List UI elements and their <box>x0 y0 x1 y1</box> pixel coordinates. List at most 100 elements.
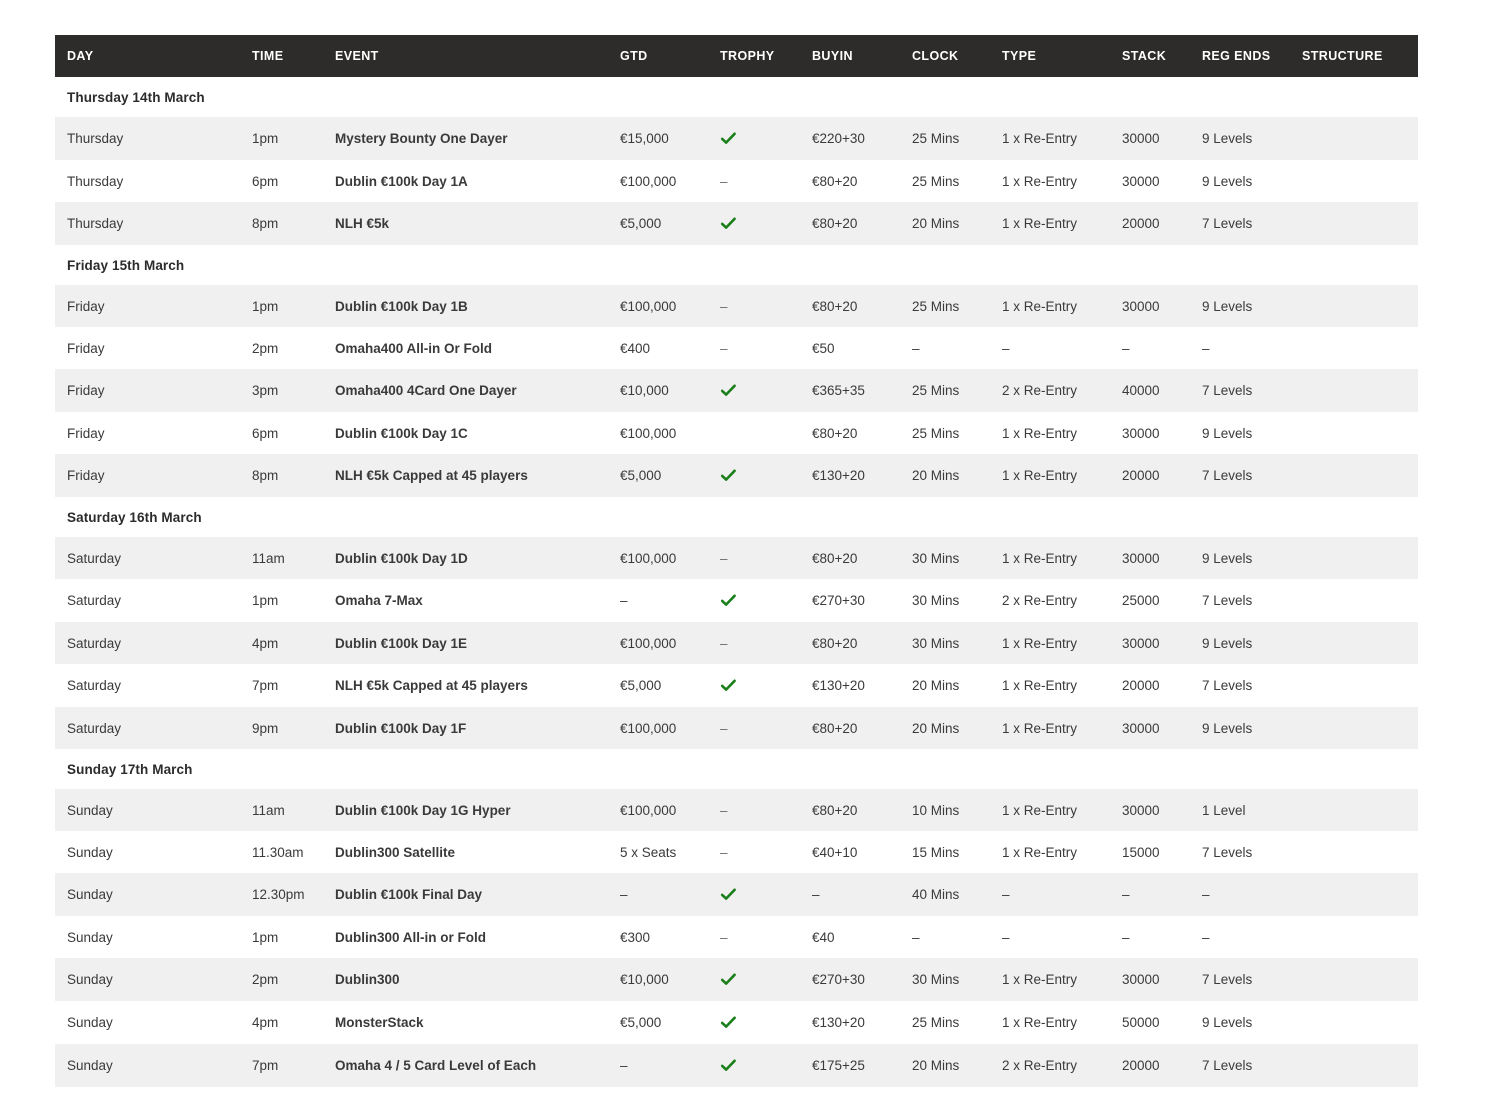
cell-time: 11.30am <box>240 831 323 873</box>
cell-time: 1pm <box>240 916 323 958</box>
cell-gtd: €100,000 <box>608 285 708 327</box>
column-header-type[interactable]: TYPE <box>990 35 1110 77</box>
cell-type: 1 x Re-Entry <box>990 958 1110 1001</box>
cell-type: 1 x Re-Entry <box>990 789 1110 831</box>
table-row[interactable]: Friday 3pm Omaha400 4Card One Dayer €10,000… <box>55 369 1418 412</box>
cell-stack: 30000 <box>1110 285 1190 327</box>
table-row[interactable]: Saturday 9pm Dublin €100k Day 1F €100,000– €… <box>55 707 1418 749</box>
cell-buyin: €80+20 <box>800 160 900 202</box>
cell-trophy <box>708 664 800 707</box>
cell-day: Thursday <box>55 160 240 202</box>
table-row[interactable]: Saturday 7pm NLH €5k Capped at 45 players €… <box>55 664 1418 707</box>
cell-gtd: €5,000 <box>608 454 708 497</box>
table-row[interactable]: Thursday 8pm NLH €5k €5,000 €80+20 20 Mins 1 x… <box>55 202 1418 245</box>
table-row[interactable]: Sunday 1pm Dublin300 All-in or Fold €300– €4… <box>55 916 1418 958</box>
cell-event: Dublin €100k Final Day <box>323 873 608 916</box>
trophy-none-dash: – <box>720 298 728 314</box>
cell-gtd: €300 <box>608 916 708 958</box>
table-header: DAY TIME EVENT GTD TROPHY BUYIN CLOCK TYPE STACK… <box>55 35 1418 77</box>
cell-stack: – <box>1110 873 1190 916</box>
table-row[interactable]: Sunday 4pm MonsterStack €5,000 €130+20 25 Min… <box>55 1001 1418 1044</box>
column-header-event[interactable]: EVENT <box>323 35 608 77</box>
cell-buyin: €220+30 <box>800 117 900 160</box>
column-header-reg_ends[interactable]: REG ENDS <box>1190 35 1290 77</box>
column-header-day[interactable]: DAY <box>55 35 240 77</box>
table-row[interactable]: Sunday 11.30am Dublin300 Satellite 5 x Seat… <box>55 831 1418 873</box>
cell-structure <box>1290 160 1418 202</box>
trophy-check-icon <box>720 467 737 484</box>
cell-event: Omaha 7-Max <box>323 579 608 622</box>
column-header-clock[interactable]: CLOCK <box>900 35 990 77</box>
cell-time: 1pm <box>240 579 323 622</box>
cell-time: 1pm <box>240 285 323 327</box>
cell-clock: 30 Mins <box>900 579 990 622</box>
table-row[interactable]: Thursday 6pm Dublin €100k Day 1A €100,000– €… <box>55 160 1418 202</box>
table-row[interactable]: Saturday 1pm Omaha 7-Max – €270+30 30 Mins 2 x… <box>55 579 1418 622</box>
table-row[interactable]: Sunday 7pm Omaha 4 / 5 Card Level of Each –… <box>55 1044 1418 1087</box>
trophy-none-dash: – <box>720 844 728 860</box>
cell-type: – <box>990 916 1110 958</box>
table-row[interactable]: Sunday 12.30pm Dublin €100k Final Day – –40 … <box>55 873 1418 916</box>
trophy-none-dash: – <box>720 635 728 651</box>
cell-clock: – <box>900 327 990 369</box>
cell-reg_ends: 9 Levels <box>1190 537 1290 579</box>
column-header-time[interactable]: TIME <box>240 35 323 77</box>
table-row[interactable]: Sunday 11am Dublin €100k Day 1G Hyper €100,… <box>55 789 1418 831</box>
cell-buyin: €80+20 <box>800 202 900 245</box>
column-header-stack[interactable]: STACK <box>1110 35 1190 77</box>
date-group-label: Saturday 16th March <box>55 497 1418 537</box>
cell-time: 4pm <box>240 622 323 664</box>
cell-day: Friday <box>55 412 240 454</box>
column-header-structure[interactable]: STRUCTURE <box>1290 35 1418 77</box>
cell-day: Friday <box>55 327 240 369</box>
cell-stack: 50000 <box>1110 1001 1190 1044</box>
column-header-gtd[interactable]: GTD <box>608 35 708 77</box>
trophy-none-dash: – <box>720 340 728 356</box>
cell-reg_ends: 9 Levels <box>1190 1001 1290 1044</box>
cell-time: 11am <box>240 789 323 831</box>
table-row[interactable]: Friday 8pm NLH €5k Capped at 45 players €5,… <box>55 454 1418 497</box>
cell-stack: 30000 <box>1110 707 1190 749</box>
cell-day: Sunday <box>55 873 240 916</box>
cell-gtd: – <box>608 873 708 916</box>
cell-gtd: €5,000 <box>608 202 708 245</box>
table-row[interactable]: Saturday 4pm Dublin €100k Day 1E €100,000– €… <box>55 622 1418 664</box>
table-row[interactable]: Sunday 2pm Dublin300 €10,000 €270+30 30 Mins 1… <box>55 958 1418 1001</box>
cell-type: 1 x Re-Entry <box>990 537 1110 579</box>
cell-type: 1 x Re-Entry <box>990 1001 1110 1044</box>
trophy-check-icon <box>720 677 737 694</box>
trophy-none-dash: – <box>720 550 728 566</box>
column-header-buyin[interactable]: BUYIN <box>800 35 900 77</box>
cell-time: 2pm <box>240 958 323 1001</box>
cell-time: 11am <box>240 537 323 579</box>
cell-structure <box>1290 916 1418 958</box>
table-row[interactable]: Saturday 11am Dublin €100k Day 1D €100,000–… <box>55 537 1418 579</box>
cell-day: Sunday <box>55 958 240 1001</box>
cell-time: 12.30pm <box>240 873 323 916</box>
cell-type: 2 x Re-Entry <box>990 579 1110 622</box>
cell-stack: – <box>1110 327 1190 369</box>
cell-event: Dublin €100k Day 1A <box>323 160 608 202</box>
table-row[interactable]: Friday 6pm Dublin €100k Day 1C €100,000 €80+… <box>55 412 1418 454</box>
cell-trophy <box>708 579 800 622</box>
cell-structure <box>1290 579 1418 622</box>
cell-clock: – <box>900 916 990 958</box>
cell-trophy: – <box>708 285 800 327</box>
cell-buyin: €270+30 <box>800 579 900 622</box>
cell-event: Dublin €100k Day 1F <box>323 707 608 749</box>
cell-gtd: €10,000 <box>608 958 708 1001</box>
cell-stack: – <box>1110 916 1190 958</box>
cell-structure <box>1290 873 1418 916</box>
cell-trophy: – <box>708 622 800 664</box>
cell-clock: 25 Mins <box>900 117 990 160</box>
cell-gtd: – <box>608 1044 708 1087</box>
cell-trophy <box>708 1001 800 1044</box>
column-header-trophy[interactable]: TROPHY <box>708 35 800 77</box>
cell-event: Dublin €100k Day 1E <box>323 622 608 664</box>
cell-day: Sunday <box>55 789 240 831</box>
table-row[interactable]: Thursday 1pm Mystery Bounty One Dayer €15,0… <box>55 117 1418 160</box>
cell-stack: 20000 <box>1110 1044 1190 1087</box>
table-row[interactable]: Friday 2pm Omaha400 All-in Or Fold €400– €50… <box>55 327 1418 369</box>
table-row[interactable]: Friday 1pm Dublin €100k Day 1B €100,000– €80… <box>55 285 1418 327</box>
